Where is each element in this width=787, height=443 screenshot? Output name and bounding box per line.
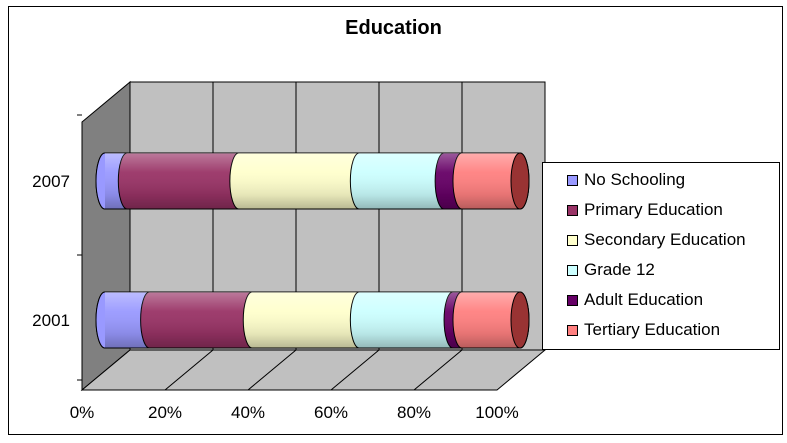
x-tick-label: 80% [397,403,431,422]
floor-gridline [330,349,380,391]
bar-shading [229,153,369,209]
bar-left-cap [95,152,106,210]
bar-left-cap [95,291,106,349]
bar-shading [452,153,529,209]
legend-label: No Schooling [584,170,686,189]
legend-item: No Schooling [567,169,685,191]
bar-shading [243,292,369,348]
floor [80,349,547,391]
floor-gridline [164,349,214,391]
legend-swatch [567,294,578,306]
bar-shading [452,292,529,348]
legend-label: Tertiary Education [584,320,721,339]
bar-shading [350,292,463,348]
bar-end-cap [510,291,530,349]
x-tick-label: 0% [70,403,95,422]
bar-end-cap [510,152,530,210]
x-tick-label: 100% [475,403,518,422]
x-tick-label: 60% [314,403,348,422]
y-tick-label: 2001 [32,311,70,330]
y-tick-label: 2007 [32,172,70,191]
legend-swatch [567,264,578,276]
legend-swatch [567,234,578,246]
legend-swatch [567,324,578,336]
legend-label: Primary Education [584,200,723,219]
legend-label: Grade 12 [584,260,655,279]
chart-legend: No Schooling Primary Education Secondary E… [542,162,780,350]
bar-shading [118,153,248,209]
legend-item: Secondary Education [567,229,746,251]
x-tick-label: 20% [148,403,182,422]
legend-label: Adult Education [584,290,704,309]
legend-swatch [567,204,578,216]
x-tick-label: 40% [231,403,265,422]
legend-item: Primary Education [567,199,723,221]
floor-gridline [413,349,463,391]
legend-label: Secondary Education [584,230,746,249]
bar-shading [140,292,262,348]
legend-swatch [567,174,578,186]
chart-title: Education [345,17,442,39]
bar-shading [350,153,454,209]
floor-gridline [247,349,297,391]
legend-item: Grade 12 [567,259,655,281]
legend-item: Adult Education [567,289,703,311]
legend-item: Tertiary Education [567,319,720,341]
